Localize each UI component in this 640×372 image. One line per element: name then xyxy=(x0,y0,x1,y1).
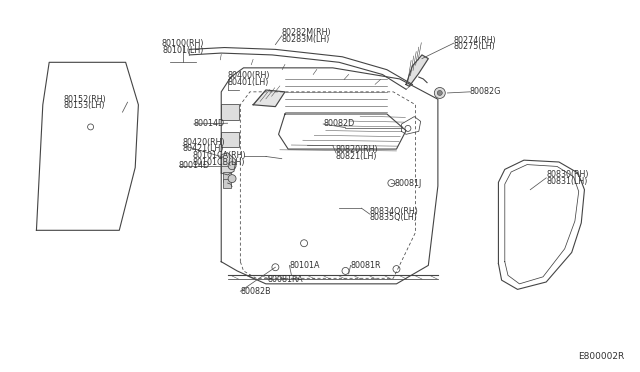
Text: 80081R: 80081R xyxy=(351,261,381,270)
Text: 80152(RH): 80152(RH) xyxy=(64,95,107,104)
Text: 80153(LH): 80153(LH) xyxy=(64,101,106,110)
Text: 80101CB(LH): 80101CB(LH) xyxy=(193,157,245,167)
Text: 80834Q(RH): 80834Q(RH) xyxy=(370,206,419,216)
Text: 80081RA: 80081RA xyxy=(268,275,303,283)
Text: 80275(LH): 80275(LH) xyxy=(454,42,495,51)
Text: 80101A: 80101A xyxy=(289,261,320,270)
Text: 80082D: 80082D xyxy=(323,119,355,128)
Text: 80401(LH): 80401(LH) xyxy=(228,78,269,87)
Text: 80421(LH): 80421(LH) xyxy=(183,144,225,153)
Text: 80274(RH): 80274(RH) xyxy=(454,36,497,45)
FancyBboxPatch shape xyxy=(223,179,231,188)
FancyBboxPatch shape xyxy=(221,132,239,147)
Text: 80420(RH): 80420(RH) xyxy=(183,138,226,147)
Text: 80820(RH): 80820(RH) xyxy=(336,145,378,154)
Polygon shape xyxy=(221,153,236,175)
Polygon shape xyxy=(253,90,285,107)
Text: 80014D: 80014D xyxy=(179,161,210,170)
Circle shape xyxy=(437,90,442,96)
Text: 80283M(LH): 80283M(LH) xyxy=(282,35,330,44)
Text: 80100(RH): 80100(RH) xyxy=(162,39,204,48)
Text: 80282M(RH): 80282M(RH) xyxy=(282,28,332,37)
Circle shape xyxy=(228,174,236,183)
Circle shape xyxy=(228,162,236,170)
Text: 80082B: 80082B xyxy=(241,287,271,296)
Text: 80101CA(RH): 80101CA(RH) xyxy=(193,151,246,160)
Circle shape xyxy=(435,87,445,99)
Text: 80835Q(LH): 80835Q(LH) xyxy=(370,213,417,222)
Text: 80830(RH): 80830(RH) xyxy=(546,170,589,179)
Text: 80014D: 80014D xyxy=(194,119,225,128)
FancyBboxPatch shape xyxy=(221,104,239,119)
Text: 80831(LH): 80831(LH) xyxy=(546,177,588,186)
FancyBboxPatch shape xyxy=(223,171,231,182)
Text: 80400(RH): 80400(RH) xyxy=(228,71,270,80)
Text: 80101(LH): 80101(LH) xyxy=(163,46,204,55)
Polygon shape xyxy=(406,55,428,86)
Text: 80081J: 80081J xyxy=(394,179,422,187)
Text: 80821(LH): 80821(LH) xyxy=(336,152,378,161)
Text: 80082G: 80082G xyxy=(470,87,501,96)
Text: E800002R: E800002R xyxy=(579,352,625,361)
